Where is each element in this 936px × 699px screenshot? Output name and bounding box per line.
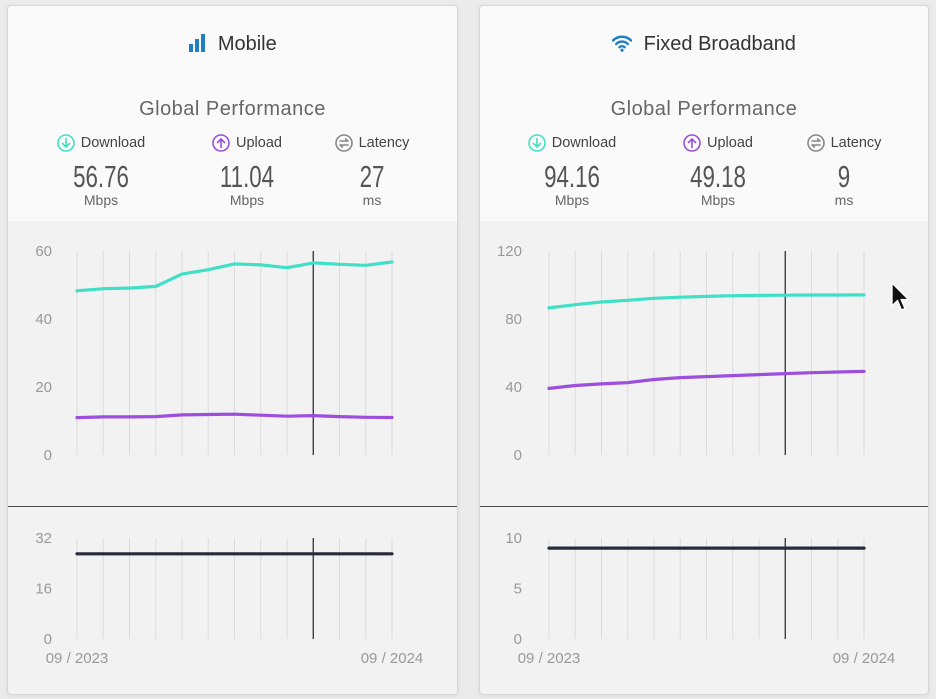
download-metric: Download 94.16 Mbps	[502, 132, 642, 208]
mobile-charts[interactable]: 60 40 20 0 32 16 0 09 / 2023 09 / 2024	[8, 6, 457, 694]
speed-y-tick-label: 40	[35, 311, 52, 328]
global-performance-heading: Global Performance	[139, 98, 326, 120]
mobile-card: Mobile Global Performance Download 56.76…	[7, 5, 458, 695]
global-performance-heading: Global Performance	[610, 98, 798, 120]
upload-arrow-icon	[212, 134, 230, 152]
upload-arrow-icon	[683, 134, 701, 152]
speed-upload-line	[75, 412, 394, 420]
upload-unit: Mbps	[229, 192, 265, 208]
download-unit: Mbps	[554, 192, 590, 208]
speed-y-tick-label: 60	[35, 243, 52, 260]
download-arrow-icon	[527, 134, 546, 152]
speed-y-tick-label: 120	[497, 243, 522, 260]
latency-label: Latency	[830, 135, 882, 151]
latency-arrows-icon	[806, 134, 825, 152]
chart-divider	[480, 506, 928, 507]
download-unit: Mbps	[83, 192, 119, 208]
upload-label: Upload	[707, 135, 753, 151]
latency-metric: Latency 27 ms	[302, 132, 442, 208]
fixed-broadband-charts[interactable]: 120 80 40 0 10 5 0 09 / 2023 09 / 2024	[480, 6, 928, 694]
card-title-label: Fixed Broadband	[643, 33, 796, 55]
card-header: Mobile Global Performance Download 56.76…	[8, 6, 457, 221]
speed-y-tick-label: 80	[505, 311, 522, 328]
download-value: 56.76	[73, 159, 129, 194]
download-label: Download	[551, 135, 617, 151]
speed-download-line	[75, 260, 394, 293]
speed-y-tick-label: 0	[44, 447, 52, 464]
upload-metric: Upload 49.18 Mbps	[648, 132, 788, 208]
speed-y-tick-label: 0	[514, 447, 522, 464]
latency-y-tick-label: 32	[35, 530, 52, 547]
speed-y-tick-label: 40	[505, 379, 522, 396]
card-title-label: Mobile	[217, 33, 277, 55]
mouse-cursor-icon	[891, 282, 910, 311]
latency-y-tick-label: 10	[505, 530, 522, 547]
card-title: Mobile	[8, 30, 457, 58]
wifi-icon	[611, 33, 644, 55]
upload-metric: Upload 11.04 Mbps	[177, 132, 317, 208]
x-axis-start-label: 09 / 2023	[46, 650, 109, 667]
latency-arrows-icon	[334, 134, 353, 152]
x-axis-start-label: 09 / 2023	[518, 650, 581, 667]
speed-y-tick-label: 20	[35, 379, 52, 396]
card-header: Fixed Broadband Global Performance Downl…	[480, 6, 928, 221]
latency-unit: ms	[362, 192, 382, 208]
download-value: 94.16	[544, 159, 600, 194]
fixed-broadband-card: Fixed Broadband Global Performance Downl…	[479, 5, 929, 695]
signal-bars-icon	[188, 33, 218, 55]
download-label: Download	[80, 135, 146, 151]
latency-metric: Latency 9 ms	[774, 132, 914, 208]
latency-y-tick-label: 5	[514, 581, 522, 598]
x-axis-end-label: 09 / 2024	[833, 650, 896, 667]
latency-label: Latency	[358, 135, 410, 151]
x-axis-end-label: 09 / 2024	[361, 650, 424, 667]
download-metric: Download 56.76 Mbps	[31, 132, 171, 208]
download-arrow-icon	[56, 134, 75, 152]
upload-label: Upload	[236, 135, 282, 151]
speed-download-line	[547, 293, 866, 310]
upload-value: 11.04	[219, 159, 275, 194]
card-title: Fixed Broadband	[480, 30, 928, 58]
latency-value: 9	[837, 159, 851, 194]
upload-value: 49.18	[690, 159, 746, 194]
latency-y-tick-label: 0	[514, 631, 522, 648]
speed-upload-line	[547, 369, 866, 390]
latency-y-tick-label: 0	[44, 631, 52, 648]
latency-y-tick-label: 16	[35, 581, 52, 598]
chart-divider	[8, 506, 457, 507]
upload-unit: Mbps	[700, 192, 736, 208]
latency-unit: ms	[834, 192, 854, 208]
latency-value: 27	[359, 159, 385, 194]
